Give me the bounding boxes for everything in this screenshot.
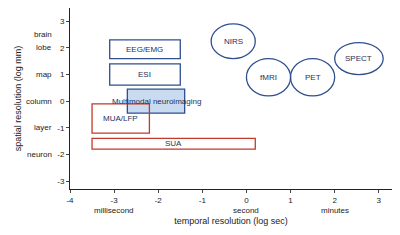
svg-text:EEG/EMG: EEG/EMG xyxy=(126,45,163,54)
svg-text:3: 3 xyxy=(377,196,382,205)
svg-text:NIRS: NIRS xyxy=(224,37,243,46)
svg-text:-1: -1 xyxy=(199,196,207,205)
svg-text:layer: layer xyxy=(34,123,52,132)
svg-text:1: 1 xyxy=(60,70,65,79)
svg-text:minutes: minutes xyxy=(321,206,349,215)
svg-text:SUA: SUA xyxy=(165,139,182,148)
svg-text:MUA/LFP: MUA/LFP xyxy=(103,114,138,123)
svg-text:0: 0 xyxy=(60,97,65,106)
svg-text:map: map xyxy=(36,70,52,79)
svg-text:millisecond: millisecond xyxy=(94,206,134,215)
svg-text:2: 2 xyxy=(60,44,65,53)
svg-text:-3: -3 xyxy=(111,196,119,205)
svg-text:lobe: lobe xyxy=(36,43,52,52)
svg-text:2: 2 xyxy=(332,196,337,205)
svg-text:Multimodal neuroimaging: Multimodal neuroimaging xyxy=(112,97,201,106)
svg-text:neuron: neuron xyxy=(27,150,52,159)
svg-text:0: 0 xyxy=(244,196,249,205)
svg-text:-3: -3 xyxy=(57,177,65,186)
svg-text:spatial resolution (log mm): spatial resolution (log mm) xyxy=(13,46,23,152)
svg-text:-4: -4 xyxy=(66,196,74,205)
svg-text:ESI: ESI xyxy=(138,70,151,79)
svg-text:second: second xyxy=(233,206,259,215)
svg-text:SPECT: SPECT xyxy=(345,54,372,63)
svg-text:-2: -2 xyxy=(57,150,65,159)
svg-text:-2: -2 xyxy=(155,196,163,205)
svg-text:3: 3 xyxy=(60,17,65,26)
svg-text:-1: -1 xyxy=(57,124,65,133)
svg-text:temporal resolution (log sec): temporal resolution (log sec) xyxy=(174,216,288,226)
svg-text:column: column xyxy=(26,97,52,106)
svg-text:1: 1 xyxy=(288,196,293,205)
svg-text:fMRI: fMRI xyxy=(260,73,277,82)
svg-text:brain: brain xyxy=(34,30,52,39)
svg-text:PET: PET xyxy=(305,73,321,82)
